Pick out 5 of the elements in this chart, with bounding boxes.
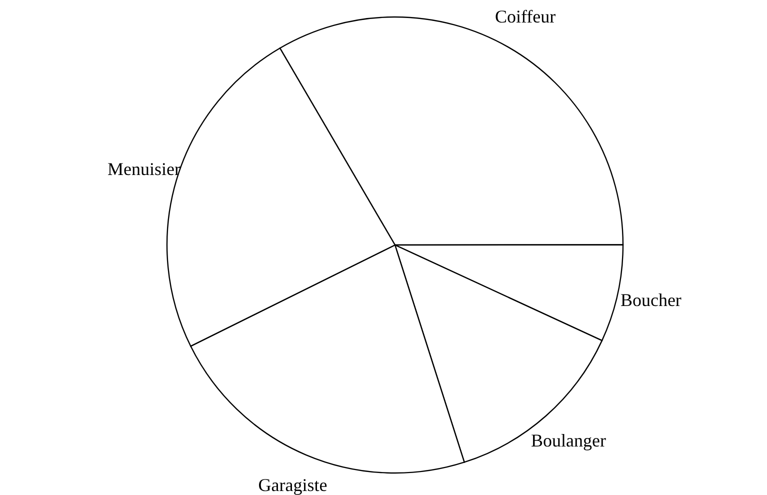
slice-label: Garagiste — [258, 475, 328, 495]
slice-label: Menuisier — [108, 158, 181, 179]
slice-label: Boulanger — [530, 430, 606, 450]
slice-label: Coiffeur — [494, 6, 556, 27]
slice-label: Boucher — [620, 290, 682, 310]
